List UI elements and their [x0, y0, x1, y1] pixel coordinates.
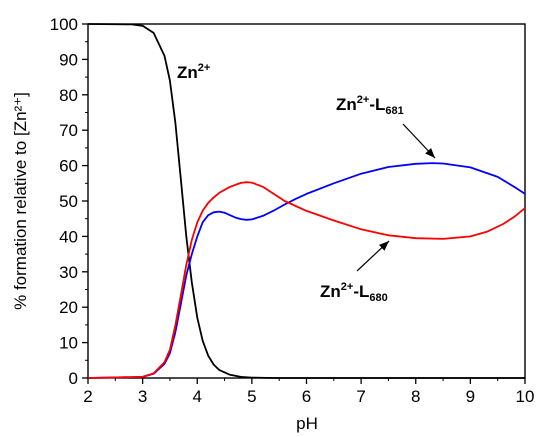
x-tick-label-1: 3 — [138, 387, 147, 406]
annotation-zn: Zn2+ — [177, 62, 210, 82]
y-tick-label-6: 60 — [59, 157, 78, 176]
y-axis-label: % formation relative to [Zn²⁺] — [11, 92, 30, 310]
series-line-2 — [87, 181, 526, 379]
annotation-zn-l681: Zn2+-L681 — [336, 94, 404, 117]
plot-border — [87, 23, 526, 379]
arrow-l681-head — [425, 147, 435, 158]
y-tick-label-9: 90 — [59, 50, 78, 69]
x-tick-label-8: 10 — [516, 387, 535, 406]
x-axis-label: pH — [296, 414, 318, 433]
x-tick-label-6: 8 — [411, 387, 420, 406]
y-tick-label-7: 70 — [59, 121, 78, 140]
y-tick-label-3: 30 — [59, 263, 78, 282]
x-tick-label-7: 9 — [466, 387, 475, 406]
y-tick-label-8: 80 — [59, 86, 78, 105]
y-tick-label-0: 0 — [69, 369, 78, 388]
series-line-1 — [87, 162, 526, 379]
annotation-zn-l680: Zn2+-L680 — [320, 281, 388, 304]
y-tick-label-2: 20 — [59, 298, 78, 317]
x-tick-label-5: 7 — [356, 387, 365, 406]
y-tick-label-10: 100 — [50, 15, 78, 34]
y-tick-label-4: 40 — [59, 227, 78, 246]
y-tick-label-1: 10 — [59, 334, 78, 353]
x-tick-label-2: 4 — [193, 387, 202, 406]
series-layer — [87, 23, 526, 379]
series-line-0 — [87, 23, 525, 379]
arrow-l680-head — [378, 241, 389, 251]
x-tick-label-4: 6 — [302, 387, 311, 406]
y-tick-label-5: 50 — [59, 192, 78, 211]
arrows-layer — [356, 123, 436, 272]
x-tick-label-3: 5 — [247, 387, 256, 406]
plot-frame — [87, 23, 526, 379]
x-tick-label-0: 2 — [83, 387, 92, 406]
